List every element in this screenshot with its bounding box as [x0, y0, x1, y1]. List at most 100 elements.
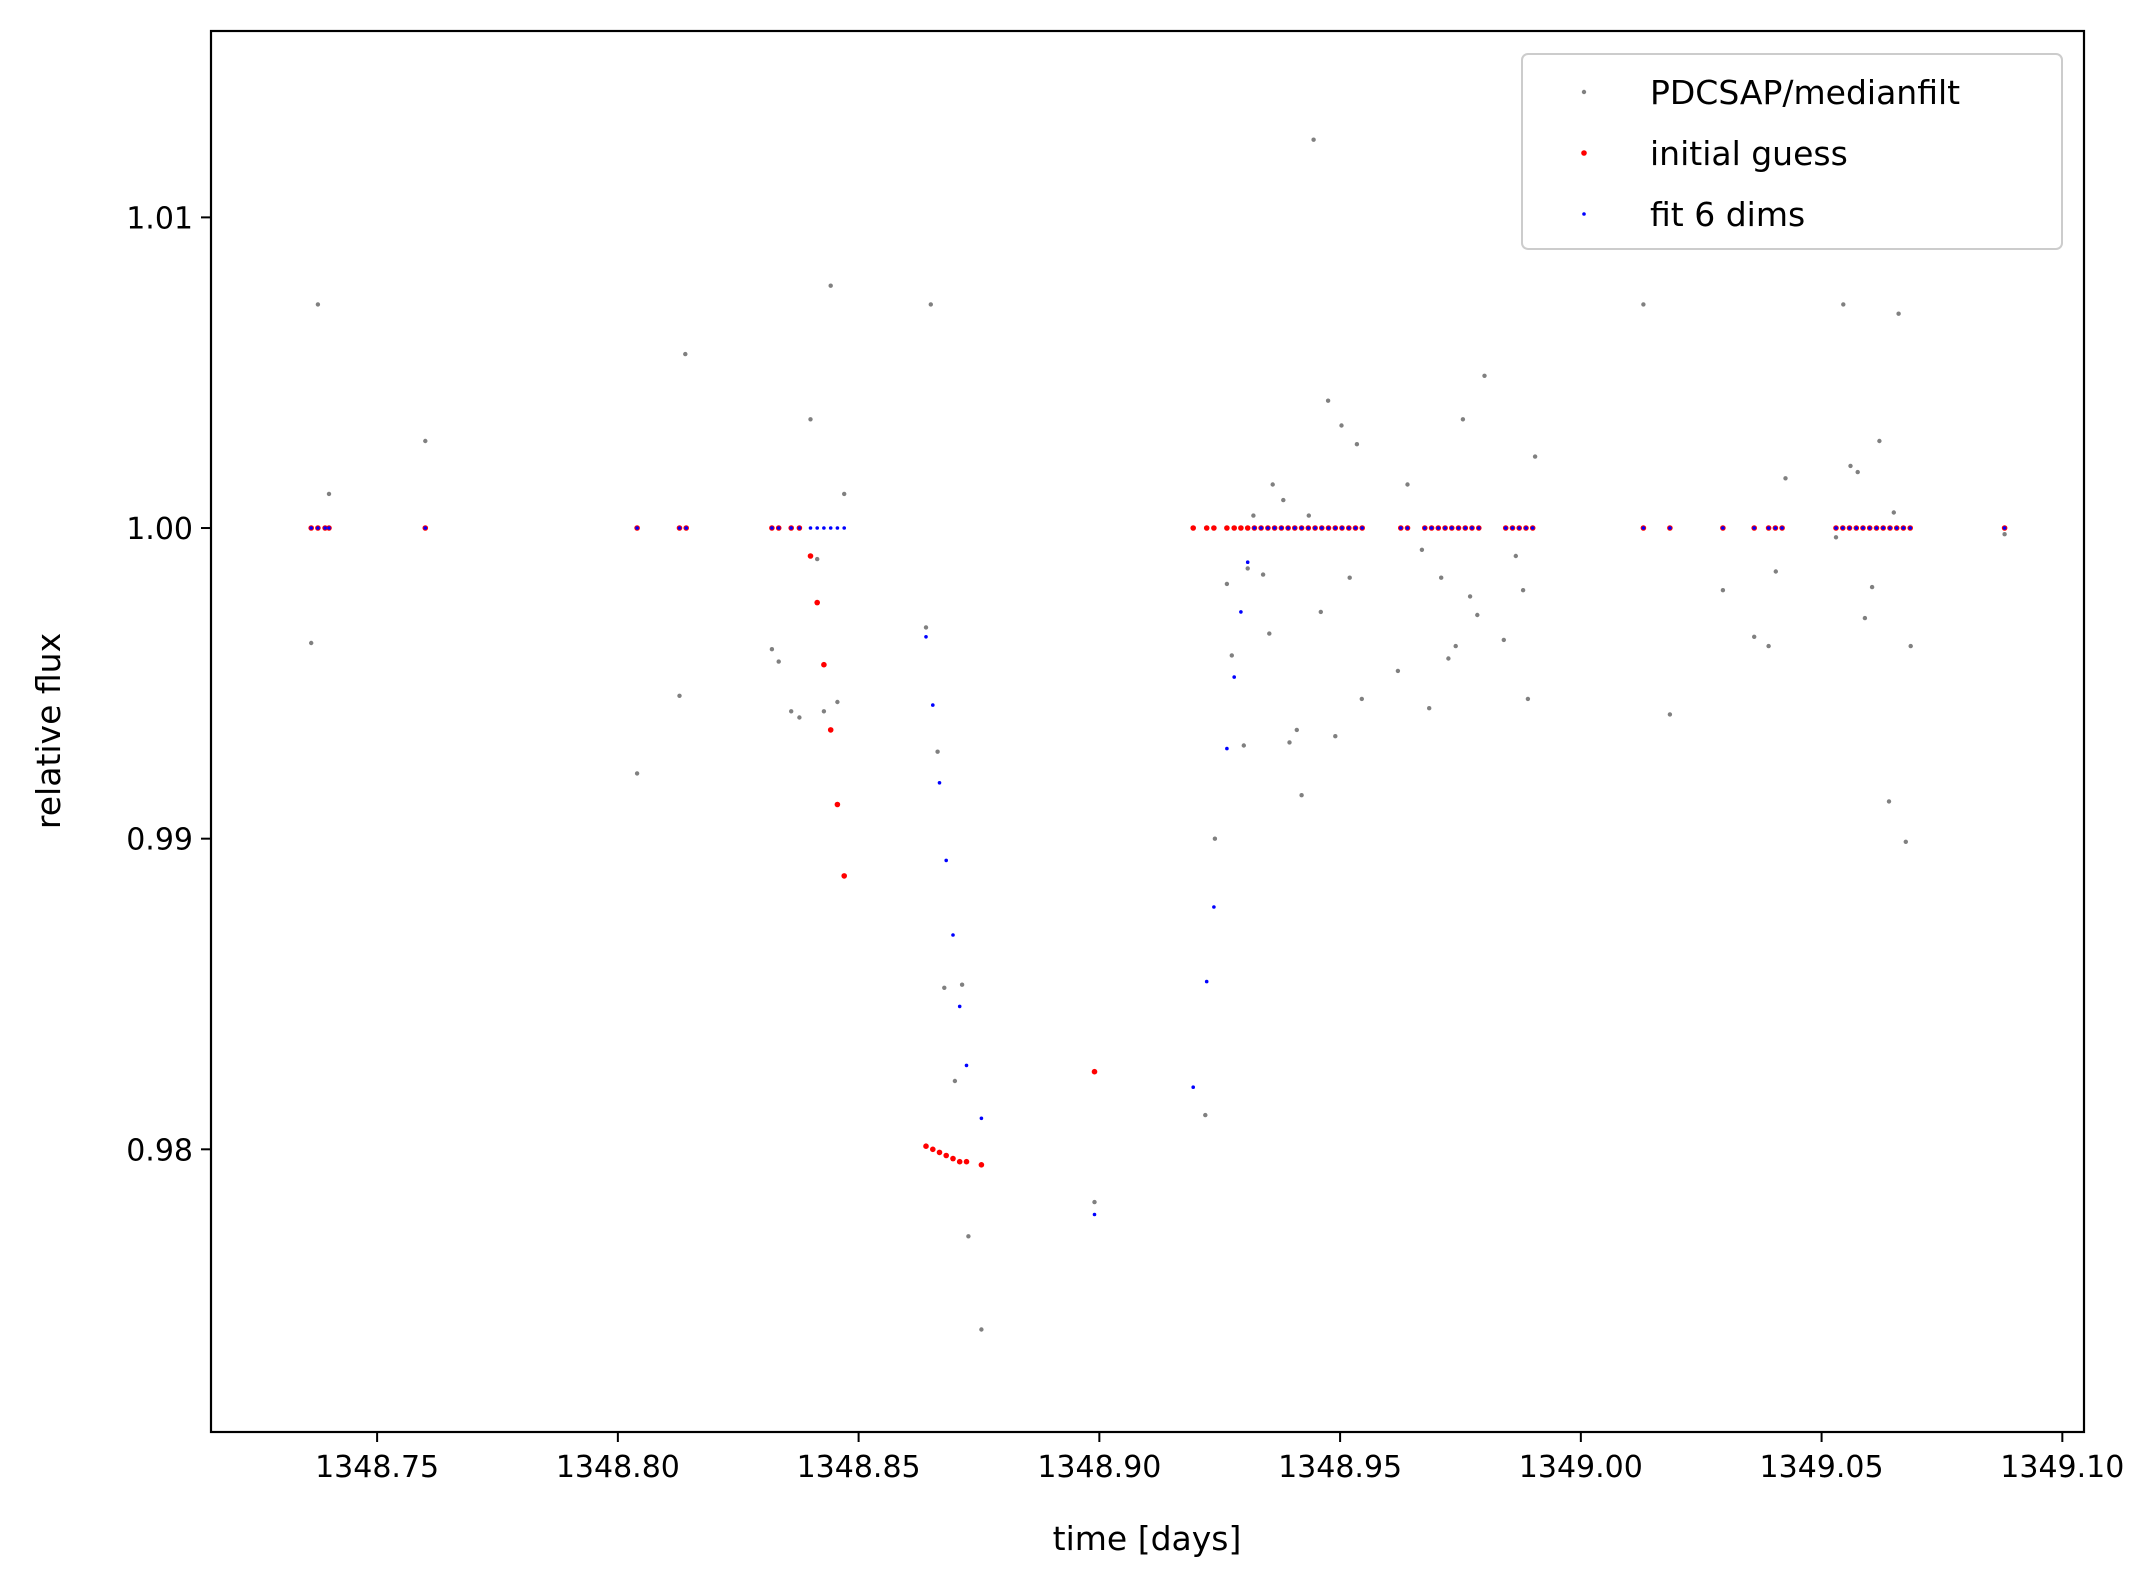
x-tick-label: 1349.05 [1760, 1450, 1884, 1485]
data-point [1326, 526, 1331, 530]
data-point [928, 302, 933, 307]
data-point [1436, 526, 1441, 530]
data-point [828, 526, 833, 530]
data-point [1294, 727, 1300, 733]
data-point [1252, 526, 1257, 530]
data-point [1287, 740, 1292, 745]
data-point [1203, 1112, 1208, 1118]
data-point [815, 526, 819, 530]
data-point [776, 526, 781, 530]
data-point [1513, 553, 1519, 559]
data-point [797, 526, 802, 530]
legend-marker-pdcsap [1581, 89, 1587, 95]
data-point [1306, 526, 1311, 530]
data-point [1869, 584, 1875, 590]
data-point [309, 526, 314, 530]
x-tick-label: 1349.00 [1519, 1450, 1643, 1485]
data-point [959, 982, 965, 987]
data-point [315, 302, 321, 307]
data-point [1877, 438, 1882, 444]
data-point [1092, 1212, 1097, 1217]
data-point [1405, 482, 1410, 487]
data-point [635, 526, 639, 530]
data-point [316, 526, 320, 530]
x-axis-ticks: 1348.75 1348.80 1348.85 1348.90 1348.95 1349.… [315, 1432, 2124, 1485]
data-point [1405, 526, 1410, 530]
data-point [951, 933, 955, 937]
data-point [1867, 526, 1872, 530]
data-point [1241, 743, 1247, 748]
data-point [769, 647, 775, 652]
data-point [1908, 643, 1913, 649]
data-point [1446, 656, 1451, 661]
data-point [2002, 532, 2007, 537]
data-point [807, 553, 814, 559]
data-point [1212, 836, 1218, 841]
data-point [1886, 799, 1892, 804]
legend-label-pdcsap: PDCSAP/medianfilt [1650, 73, 1960, 112]
data-point [1530, 526, 1535, 530]
data-point [1211, 525, 1217, 531]
legend-label-initial-guess: initial guess [1650, 134, 1848, 173]
data-point [822, 526, 826, 530]
data-point [1423, 526, 1427, 530]
data-point [1894, 526, 1899, 530]
data-point [821, 709, 827, 714]
data-point [814, 599, 820, 606]
data-point [944, 858, 948, 863]
data-point [2002, 526, 2007, 530]
data-point [1766, 643, 1771, 649]
data-point [827, 727, 834, 733]
data-point [1524, 526, 1528, 530]
data-point [1286, 526, 1290, 530]
data-point [1225, 746, 1229, 751]
data-point [931, 703, 935, 707]
data-point [684, 526, 688, 530]
series-2 [309, 526, 2007, 1217]
data-point [936, 1149, 943, 1156]
data-point [1721, 526, 1725, 530]
data-point [1239, 610, 1243, 614]
data-point [930, 1146, 936, 1153]
data-point [808, 417, 813, 422]
data-point [835, 699, 840, 705]
data-point [835, 526, 840, 530]
data-point [963, 1158, 970, 1165]
x-tick-label: 1348.90 [1037, 1450, 1161, 1485]
data-point [1299, 526, 1304, 530]
data-point [978, 1162, 985, 1168]
data-point [1320, 526, 1324, 530]
data-point [1450, 526, 1454, 530]
data-point [1854, 526, 1859, 530]
legend-marker-initial-guess [1581, 150, 1587, 156]
data-point [1477, 526, 1481, 530]
data-point [1399, 526, 1403, 530]
data-point [1783, 476, 1788, 481]
data-point [1460, 417, 1466, 422]
data-point [1847, 526, 1852, 530]
plot-marks [308, 137, 2008, 1332]
data-point [1766, 526, 1771, 530]
data-point [1641, 302, 1646, 307]
data-point [1353, 526, 1358, 530]
data-point [964, 1063, 969, 1068]
data-point [942, 985, 947, 990]
data-point [1306, 513, 1312, 518]
x-axis-label: time [days] [1053, 1519, 1242, 1558]
data-point [1270, 482, 1275, 487]
data-point [923, 625, 929, 630]
data-point [1888, 526, 1892, 530]
data-point [1224, 581, 1230, 587]
data-point [1347, 575, 1352, 580]
y-tick-label: 1.00 [126, 512, 193, 547]
data-point [1891, 510, 1897, 515]
data-point [1311, 137, 1316, 142]
data-point [1517, 526, 1521, 530]
legend-label-fit: fit 6 dims [1650, 195, 1805, 234]
data-point [1668, 526, 1672, 530]
data-point [776, 659, 781, 664]
data-point [677, 693, 682, 698]
data-point [1720, 588, 1726, 593]
